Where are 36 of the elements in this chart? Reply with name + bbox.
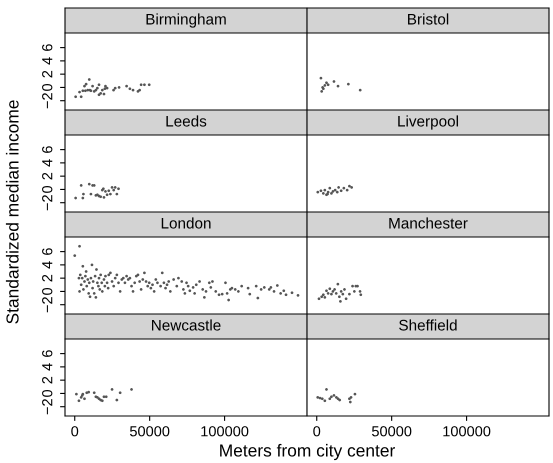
y-tick-label: 0 bbox=[42, 84, 52, 91]
y-tick-label: 6 bbox=[42, 248, 52, 255]
y-tick-label: 4 bbox=[42, 363, 52, 371]
y-tick-label: 0 bbox=[42, 288, 52, 295]
chart-title: Bristol bbox=[408, 13, 448, 25]
x-tick-label: 50000 bbox=[130, 426, 170, 436]
y-tick-label: −2 bbox=[42, 399, 52, 414]
y-tick-label: 2 bbox=[42, 172, 52, 180]
y-tick-label: −2 bbox=[42, 93, 52, 108]
y-tick-label: 6 bbox=[42, 44, 52, 51]
chart-title: Leeds bbox=[166, 115, 206, 127]
x-tick-label: 100000 bbox=[201, 426, 248, 436]
chart-title: Sheffield bbox=[399, 319, 457, 331]
x-tick-label: 0 bbox=[71, 426, 78, 436]
x-axis-title: Meters from city center bbox=[220, 444, 395, 460]
chart-title: Liverpool bbox=[398, 115, 458, 130]
y-tick-label: 6 bbox=[42, 146, 52, 153]
y-tick-label: 2 bbox=[42, 376, 52, 384]
y-tick-label: 2 bbox=[42, 274, 52, 282]
y-tick-label: 0 bbox=[42, 390, 52, 397]
x-tick-label: 0 bbox=[313, 426, 320, 436]
chart-title: London bbox=[162, 217, 210, 229]
y-tick-label: 4 bbox=[42, 159, 52, 167]
x-tick-label: 50000 bbox=[372, 426, 412, 436]
chart-title: Birmingham bbox=[146, 13, 226, 28]
chart-title: Manchester bbox=[389, 217, 468, 229]
chart-title: Newcastle bbox=[152, 319, 221, 331]
y-tick-label: 0 bbox=[42, 186, 52, 193]
x-tick-label: 100000 bbox=[443, 426, 490, 436]
y-tick-label: 2 bbox=[42, 70, 52, 78]
y-tick-label: 6 bbox=[42, 350, 52, 357]
y-tick-label: −2 bbox=[42, 297, 52, 312]
y-tick-label: 4 bbox=[42, 261, 52, 269]
y-tick-label: −2 bbox=[42, 195, 52, 210]
y-axis-title: Standardized median income bbox=[6, 100, 19, 324]
y-tick-label: 4 bbox=[42, 57, 52, 65]
